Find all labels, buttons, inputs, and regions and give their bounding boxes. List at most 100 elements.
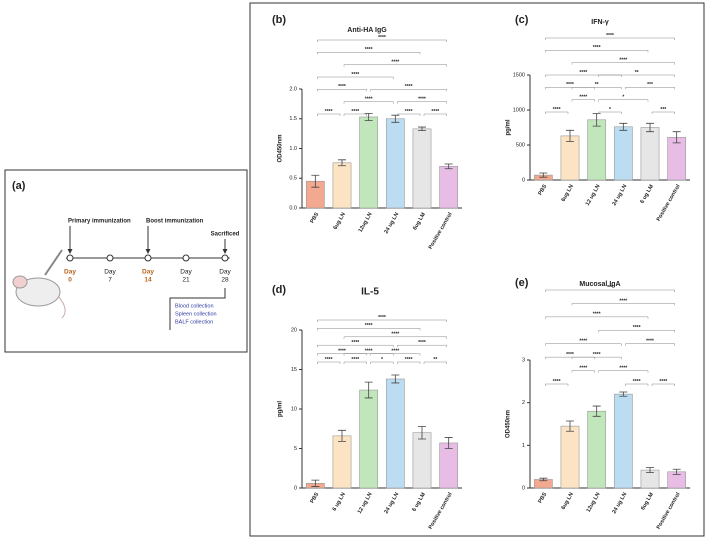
significance-label: ****: [619, 57, 627, 63]
significance-bracket: [545, 111, 569, 114]
significance-bracket: [397, 101, 447, 104]
significance-bracket: [343, 336, 447, 339]
significance-bracket: [545, 87, 595, 90]
bar: [385, 118, 405, 209]
day-label: 28: [221, 277, 229, 284]
event-label: Sacrificed: [211, 232, 240, 238]
y-tick-label: 2: [522, 400, 525, 406]
x-tick-label: 6ug LM: [412, 211, 427, 231]
error-bar: [444, 163, 453, 170]
significance-label: *: [622, 94, 624, 100]
y-tick-label: 15: [291, 367, 297, 373]
panel-label: (a): [12, 180, 26, 192]
y-tick-label: 0.5: [289, 176, 297, 182]
significance-label: ****: [351, 72, 359, 78]
significance-label: ****: [606, 33, 614, 39]
y-axis-label: OD450nm: [506, 410, 512, 438]
error-bar: [592, 405, 601, 417]
y-tick-label: 5: [294, 446, 297, 452]
y-tick-label: 0: [294, 485, 297, 491]
significance-bracket: [317, 39, 447, 42]
significance-label: ****: [405, 357, 413, 363]
significance-label: ****: [391, 59, 399, 65]
x-tick-label: 6ug LN: [560, 184, 575, 203]
collection-label: Blood collection: [175, 303, 214, 309]
y-tick-label: 0: [522, 485, 525, 491]
day-label: Day: [142, 269, 154, 276]
significance-bracket: [545, 343, 622, 346]
significance-bracket: [397, 361, 421, 364]
x-tick-label: 6 ug LN: [332, 492, 347, 512]
event-arrowhead: [222, 249, 228, 254]
significance-bracket: [571, 87, 622, 90]
panel-right-frame: [249, 2, 705, 537]
timeline-node: [221, 254, 229, 262]
significance-label: ****: [579, 365, 587, 371]
significance-bracket: [343, 113, 367, 116]
chart-title: IFN-γ: [591, 19, 609, 26]
collection-label: BALF collection: [175, 319, 213, 325]
significance-bracket: [317, 52, 421, 55]
significance-label: ****: [405, 109, 413, 115]
day-label: 14: [144, 277, 152, 284]
bar: [385, 378, 405, 489]
bar: [640, 127, 660, 181]
significance-label: ****: [391, 348, 399, 354]
error-bar: [364, 381, 373, 399]
y-tick-label: 0: [522, 177, 525, 183]
significance-label: ****: [579, 94, 587, 100]
significance-label: ****: [365, 323, 373, 329]
x-tick-label: PBS: [309, 211, 320, 224]
significance-bracket: [317, 344, 394, 348]
significance-bracket: [423, 361, 447, 364]
significance-bracket: [343, 353, 394, 356]
significance-label: ***: [607, 285, 613, 291]
bar: [560, 135, 580, 181]
significance-bracket: [625, 383, 649, 386]
significance-bracket: [317, 328, 421, 331]
error-bar: [646, 122, 654, 133]
significance-label: ****: [405, 84, 413, 90]
error-bar: [444, 437, 453, 449]
significance-label: **: [433, 357, 437, 363]
significance-bracket: [317, 113, 341, 116]
significance-bracket: [343, 64, 447, 67]
x-tick-label: 24 ug LN: [612, 492, 629, 515]
bar: [587, 119, 607, 181]
y-tick-label: 1.0: [289, 146, 297, 152]
significance-label: ****: [338, 348, 346, 354]
significance-bracket: [571, 356, 622, 360]
significance-label: ****: [553, 107, 561, 113]
significance-bracket: [397, 344, 447, 348]
significance-label: ****: [351, 109, 359, 115]
significance-bracket: [545, 50, 649, 53]
significance-bracket: [317, 353, 367, 356]
bar: [412, 128, 432, 209]
x-tick-label: PBS: [537, 491, 548, 504]
significance-label: *: [609, 107, 611, 113]
significance-bracket: [651, 383, 675, 386]
error-bar: [391, 374, 400, 384]
significance-bracket: [317, 76, 394, 79]
error-bar: [619, 391, 628, 397]
error-bar: [566, 129, 574, 142]
significance-label: ****: [553, 379, 561, 385]
significance-label: ****: [351, 357, 359, 363]
significance-bracket: [545, 74, 622, 77]
y-tick-label: 500: [516, 142, 525, 148]
error-bar: [539, 477, 548, 482]
y-axis-label: OD450nm: [278, 134, 284, 162]
bar: [359, 389, 379, 489]
significance-label: ****: [418, 340, 426, 346]
error-bar: [619, 122, 628, 131]
x-tick-label: 6ug LM: [640, 491, 655, 511]
chart-title: IL-5: [361, 287, 379, 298]
error-bar: [338, 159, 346, 167]
significance-bracket: [545, 289, 675, 292]
significance-bracket: [545, 356, 595, 360]
error-bar: [672, 468, 681, 475]
significance-bracket: [571, 370, 595, 373]
significance-label: ****: [593, 352, 601, 358]
